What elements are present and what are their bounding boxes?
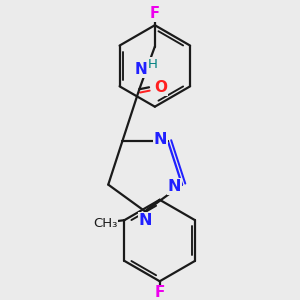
Text: N: N: [135, 62, 148, 77]
Text: N: N: [167, 179, 181, 194]
Text: F: F: [150, 6, 160, 21]
Text: O: O: [154, 80, 167, 95]
Text: F: F: [154, 285, 165, 300]
Text: N: N: [153, 132, 167, 147]
Text: H: H: [148, 58, 158, 70]
Text: CH₃: CH₃: [93, 217, 117, 230]
Text: N: N: [138, 213, 152, 228]
